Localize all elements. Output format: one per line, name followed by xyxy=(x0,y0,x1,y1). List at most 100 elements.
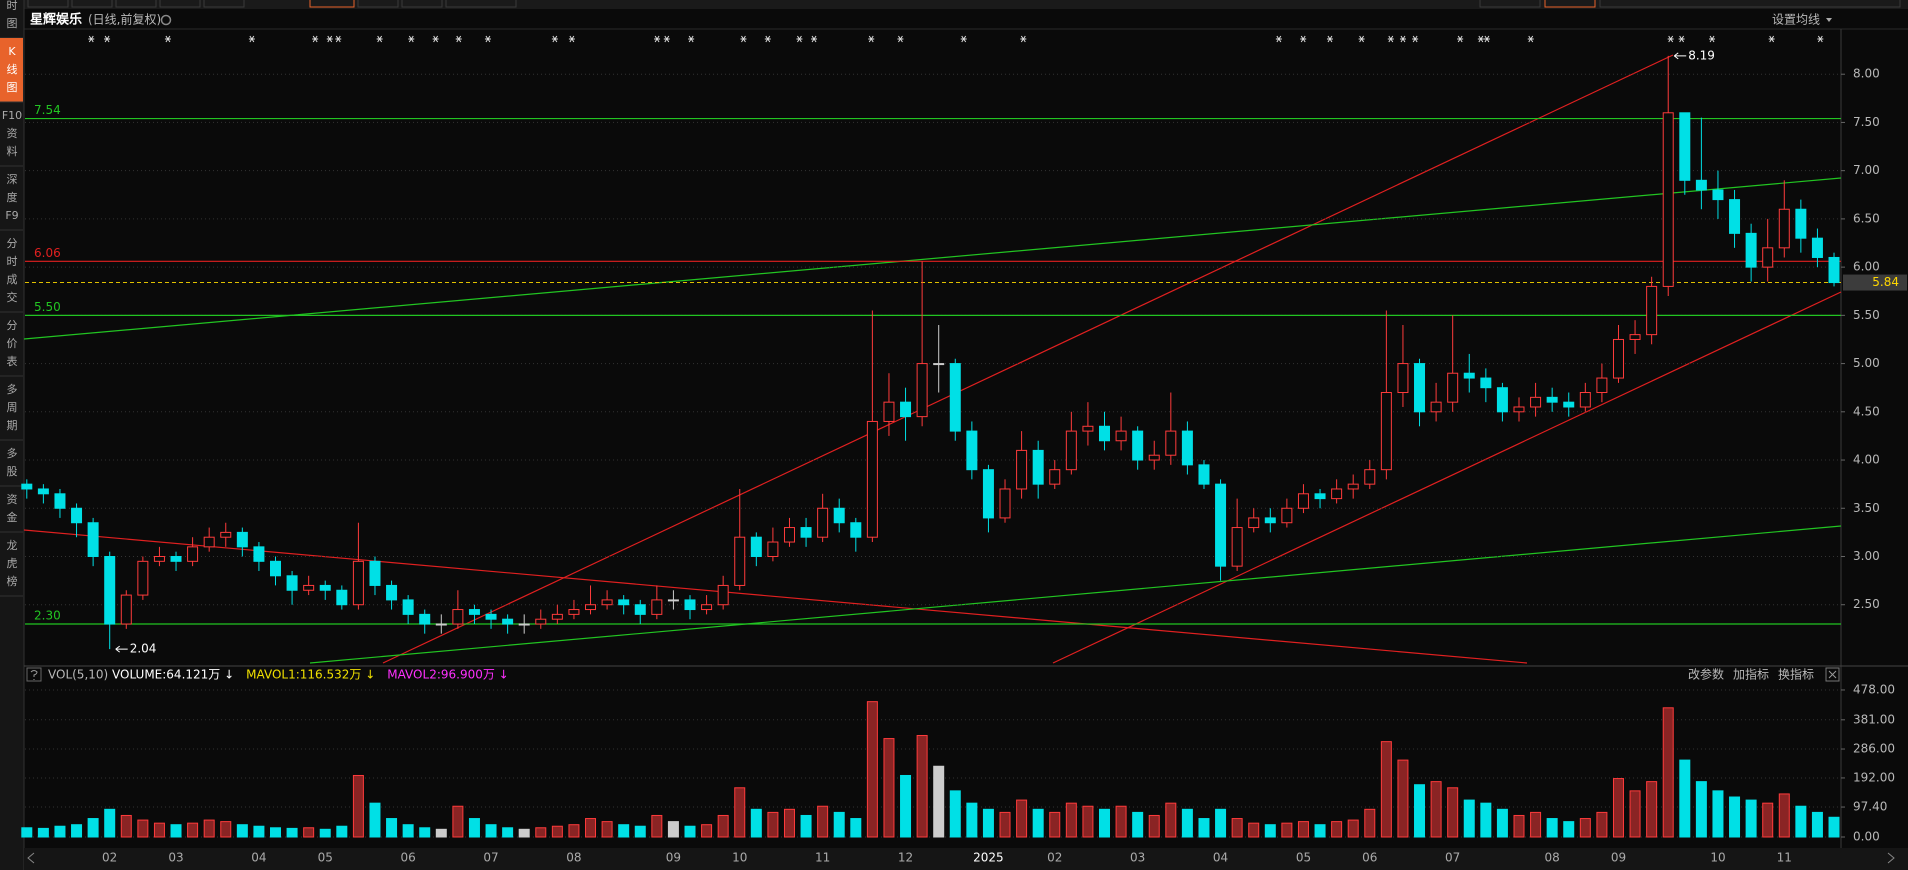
x-tick-label: 10 xyxy=(1710,851,1725,865)
sidebar-tab-label[interactable]: 价 xyxy=(7,337,18,350)
candle-body xyxy=(1032,449,1044,485)
last-price-box xyxy=(1843,274,1907,291)
toolbar-button[interactable] xyxy=(401,0,443,8)
volume-bar xyxy=(1563,821,1575,838)
sidebar-tab-label[interactable]: 金 xyxy=(7,510,18,524)
volume-bar xyxy=(1729,796,1741,838)
event-marker xyxy=(164,35,171,43)
candle-body xyxy=(220,531,232,538)
volume-bar xyxy=(933,765,945,838)
event-marker xyxy=(796,35,803,43)
candle-body xyxy=(783,527,795,543)
sidebar-tab-label[interactable]: 多 xyxy=(7,446,18,460)
candle-body xyxy=(87,522,99,557)
help-icon[interactable] xyxy=(26,667,42,682)
sidebar-tab-label[interactable]: 料 xyxy=(7,144,18,158)
volume-bar xyxy=(1463,799,1475,838)
y-tick-label: 6.00 xyxy=(1853,260,1880,274)
candle-body xyxy=(1629,334,1641,340)
event-marker xyxy=(1412,35,1419,43)
extreme-arrow xyxy=(115,645,128,653)
candle-body xyxy=(402,599,414,615)
candle-body xyxy=(1729,199,1741,234)
panel-button[interactable]: 改参数 xyxy=(1688,667,1724,682)
candle-body xyxy=(71,507,83,524)
sidebar-tab-label[interactable]: 深 xyxy=(7,173,18,186)
event-marker xyxy=(104,35,111,43)
event-marker xyxy=(326,35,333,43)
sidebar-tab-label[interactable]: 分 xyxy=(7,237,18,250)
settings-link[interactable]: 设置均线 xyxy=(1772,13,1820,27)
toolbar-button[interactable] xyxy=(159,0,201,8)
candle-body xyxy=(1828,256,1840,284)
candle-body xyxy=(1115,430,1127,442)
panel-button[interactable]: 换指标 xyxy=(1778,667,1814,682)
volume-bar xyxy=(236,824,248,838)
sidebar-tab-label[interactable]: K xyxy=(8,45,16,58)
sidebar-tab-label[interactable]: 资 xyxy=(7,127,18,140)
candle-body xyxy=(866,420,878,538)
panel-button[interactable]: 加指标 xyxy=(1733,667,1769,682)
sidebar-tab-label[interactable]: 线 xyxy=(7,62,18,76)
sidebar-tab-label[interactable]: 表 xyxy=(7,354,18,368)
candle-body xyxy=(1447,372,1459,403)
sidebar-tab-label[interactable]: 图 xyxy=(7,17,18,30)
sidebar-tab-label[interactable]: 龙 xyxy=(7,539,18,552)
sidebar-tab-label[interactable]: 周 xyxy=(7,401,18,414)
toolbar-button[interactable] xyxy=(115,0,157,8)
x-tick-label: 05 xyxy=(318,851,333,865)
sidebar-tab-label[interactable]: 期 xyxy=(7,419,18,432)
close-button[interactable] xyxy=(1825,667,1840,682)
toolbar-button[interactable] xyxy=(27,0,69,8)
volume-bar xyxy=(684,825,696,838)
event-marker xyxy=(740,35,747,43)
settings-icon[interactable] xyxy=(160,14,172,26)
volume-bar xyxy=(120,814,132,838)
candle-body xyxy=(1480,377,1492,389)
scroll-arrows[interactable] xyxy=(27,852,1895,864)
sidebar-tab-label[interactable]: 资 xyxy=(7,493,18,506)
event-marker xyxy=(1387,35,1394,43)
sidebar-tab-label[interactable]: F9 xyxy=(5,209,18,222)
toolbar-button[interactable] xyxy=(445,0,517,8)
sidebar-tab-label[interactable]: 成 xyxy=(7,273,18,286)
event-marker xyxy=(688,35,695,43)
sidebar-tab-label[interactable]: F10 xyxy=(2,109,22,122)
sidebar-tab-label[interactable]: 交 xyxy=(7,290,18,304)
volume-bar xyxy=(1231,818,1243,838)
event-marker xyxy=(1527,35,1534,43)
toolbar-button[interactable] xyxy=(203,0,245,8)
toolbar-button[interactable] xyxy=(357,0,399,8)
volume-bar xyxy=(916,734,928,838)
candle-body xyxy=(1364,469,1376,485)
candle-body xyxy=(667,599,679,602)
candle-body xyxy=(1430,401,1442,413)
sidebar-tab-label[interactable]: 图 xyxy=(7,81,18,94)
candle-body xyxy=(1065,430,1077,471)
sidebar-tab-label[interactable]: 时 xyxy=(7,0,18,12)
candle-body xyxy=(883,401,895,422)
toolbar-button-active[interactable] xyxy=(309,0,355,8)
indicator-name: VOL(5,10) xyxy=(48,668,108,682)
help-glyph xyxy=(30,670,38,680)
toolbar-button-active[interactable] xyxy=(1544,0,1596,8)
volume-bar xyxy=(203,819,215,838)
candle-body xyxy=(336,589,348,606)
toolbar-button[interactable] xyxy=(1599,0,1901,8)
sidebar-tab-label[interactable]: 度 xyxy=(7,190,18,204)
x-tick-label: 08 xyxy=(1545,851,1560,865)
candle-body xyxy=(1314,493,1326,500)
volume-bar xyxy=(104,808,116,838)
sidebar-tab-label[interactable]: 榜 xyxy=(7,574,18,588)
sidebar-tab-label[interactable]: 多 xyxy=(7,382,18,396)
candle-body xyxy=(767,541,779,557)
candle-body xyxy=(1231,527,1243,567)
x-tick-label: 2025 xyxy=(973,851,1004,865)
sidebar-tab-label[interactable]: 时 xyxy=(7,255,18,268)
x-tick-label: 11 xyxy=(1777,851,1792,865)
sidebar-tab-label[interactable]: 虎 xyxy=(7,557,18,570)
toolbar-button[interactable] xyxy=(1479,0,1541,8)
sidebar-tab-label[interactable]: 分 xyxy=(7,319,18,332)
sidebar-tab-label[interactable]: 股 xyxy=(7,465,18,478)
toolbar-button[interactable] xyxy=(71,0,113,8)
